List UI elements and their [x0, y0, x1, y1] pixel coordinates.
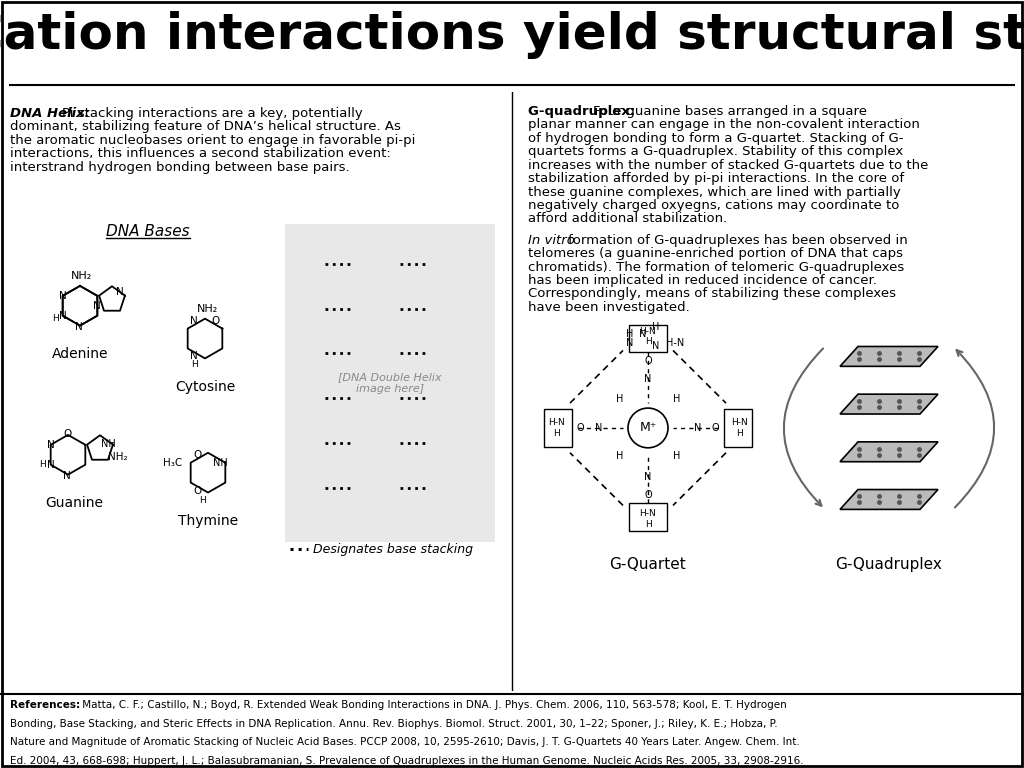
Text: N: N: [190, 316, 198, 326]
Text: O: O: [62, 429, 71, 439]
Text: DNA Bases: DNA Bases: [106, 224, 189, 240]
Text: Pi-Pi/Cation interactions yield structural stability: Pi-Pi/Cation interactions yield structur…: [0, 11, 1024, 59]
Text: planar manner can engage in the non-covalent interaction: planar manner can engage in the non-cova…: [528, 118, 920, 131]
Text: O: O: [193, 485, 201, 495]
Text: dominant, stabilizing feature of DNA’s helical structure. As: dominant, stabilizing feature of DNA’s h…: [10, 121, 400, 134]
Text: interstrand hydrogen bonding between base pairs.: interstrand hydrogen bonding between bas…: [10, 161, 349, 174]
Polygon shape: [840, 442, 938, 462]
Text: NH₂: NH₂: [197, 303, 218, 314]
Text: N: N: [639, 329, 647, 339]
Text: N: N: [47, 460, 55, 470]
Text: N: N: [93, 301, 101, 311]
Text: interactions, this influences a second stabilization event:: interactions, this influences a second s…: [10, 147, 391, 161]
Text: H: H: [615, 452, 623, 462]
Text: H-N
H: H-N H: [640, 509, 656, 529]
Text: H: H: [673, 452, 680, 462]
Text: N: N: [644, 472, 651, 482]
Text: G-Quartet: G-Quartet: [609, 557, 686, 572]
Text: N: N: [47, 440, 55, 450]
Text: Guanine: Guanine: [45, 496, 103, 511]
Text: stabilization afforded by pi-pi interactions. In the core of: stabilization afforded by pi-pi interact…: [528, 172, 904, 185]
Text: N: N: [652, 342, 659, 352]
Text: G-Quadruplex: G-Quadruplex: [836, 557, 942, 572]
Circle shape: [628, 408, 668, 448]
Text: H-N: H-N: [666, 339, 684, 349]
Bar: [544, 409, 572, 447]
Text: H: H: [52, 314, 59, 323]
Text: Bonding, Base Stacking, and Steric Effects in DNA Replication. Annu. Rev. Biophy: Bonding, Base Stacking, and Steric Effec…: [10, 719, 778, 729]
Text: N: N: [63, 471, 71, 481]
Text: M⁺: M⁺: [639, 422, 656, 435]
Text: H-N
H: H-N H: [731, 419, 749, 438]
Polygon shape: [840, 489, 938, 509]
Text: N: N: [644, 374, 651, 384]
Text: Nature and Magnitude of Aromatic Stacking of Nucleic Acid Bases. PCCP 2008, 10, : Nature and Magnitude of Aromatic Stackin…: [10, 737, 800, 747]
Text: H: H: [191, 360, 199, 369]
Text: NH: NH: [100, 439, 116, 449]
Text: H-N
H: H-N H: [548, 419, 564, 438]
Text: NH: NH: [213, 458, 227, 468]
Text: quartets forms a G-quadruplex. Stability of this complex: quartets forms a G-quadruplex. Stability…: [528, 145, 903, 158]
Text: H-N
H: H-N H: [640, 327, 656, 346]
Text: Thymine: Thymine: [178, 515, 238, 528]
Text: O: O: [644, 356, 652, 366]
Bar: [724, 409, 752, 447]
Text: formation of G-quadruplexes has been observed in: formation of G-quadruplexes has been obs…: [568, 233, 907, 247]
Text: H: H: [673, 395, 680, 405]
Text: Correspondingly, means of stabilizing these complexes: Correspondingly, means of stabilizing th…: [528, 287, 896, 300]
Text: H: H: [627, 329, 634, 339]
Text: G-quadruplex:: G-quadruplex:: [528, 105, 640, 118]
Text: N: N: [116, 286, 124, 297]
Bar: [629, 504, 667, 531]
Text: O: O: [193, 450, 201, 460]
Text: H: H: [652, 322, 659, 332]
Text: chromatids). The formation of telomeric G-quadruplexes: chromatids). The formation of telomeric …: [528, 260, 904, 273]
Text: Pi stacking interactions are a key, potentially: Pi stacking interactions are a key, pote…: [62, 107, 362, 120]
Text: N: N: [190, 352, 198, 362]
Text: H: H: [39, 460, 46, 469]
Text: N: N: [694, 423, 701, 433]
Text: Matta, C. F.; Castillo, N.; Boyd, R. Extended Weak Bonding Interactions in DNA. : Matta, C. F.; Castillo, N.; Boyd, R. Ext…: [79, 700, 786, 710]
Text: NH₂: NH₂: [72, 271, 92, 281]
Polygon shape: [840, 394, 938, 414]
Text: N: N: [627, 339, 634, 349]
Text: O: O: [712, 423, 719, 433]
Text: Cytosine: Cytosine: [175, 380, 236, 394]
Text: [DNA Double Helix
image here]: [DNA Double Helix image here]: [338, 372, 441, 394]
Text: these guanine complexes, which are lined with partially: these guanine complexes, which are lined…: [528, 186, 901, 199]
Bar: [629, 325, 667, 353]
Text: increases with the number of stacked G-quartets due to the: increases with the number of stacked G-q…: [528, 159, 929, 172]
Text: H₃C: H₃C: [163, 458, 182, 468]
Text: negatively charged oxyegns, cations may coordinate to: negatively charged oxyegns, cations may …: [528, 199, 899, 212]
Polygon shape: [840, 346, 938, 366]
Text: have been investigated.: have been investigated.: [528, 301, 690, 314]
Text: Adenine: Adenine: [52, 347, 109, 362]
Text: H: H: [615, 395, 623, 405]
Text: N: N: [59, 311, 67, 321]
Text: In vitro: In vitro: [528, 233, 580, 247]
Text: of hydrogen bonding to form a G-quartet. Stacking of G-: of hydrogen bonding to form a G-quartet.…: [528, 132, 903, 145]
Text: N: N: [595, 423, 602, 433]
Text: telomeres (a guanine-enriched portion of DNA that caps: telomeres (a guanine-enriched portion of…: [528, 247, 903, 260]
Text: Designates base stacking: Designates base stacking: [313, 543, 473, 555]
Text: H: H: [199, 496, 206, 505]
Text: Ed. 2004, 43, 668-698; Huppert, J. L.; Balasubramanian, S. Prevalence of Quadrup: Ed. 2004, 43, 668-698; Huppert, J. L.; B…: [10, 756, 804, 766]
Text: O: O: [577, 423, 585, 433]
Text: O: O: [644, 490, 652, 500]
Text: References:: References:: [10, 700, 80, 710]
Text: O: O: [212, 316, 220, 326]
Text: N: N: [75, 322, 83, 332]
Text: DNA Helix:: DNA Helix:: [10, 107, 94, 120]
Text: Four guanine bases arranged in a square: Four guanine bases arranged in a square: [593, 105, 867, 118]
Text: NH₂: NH₂: [108, 452, 127, 462]
Text: the aromatic nucleobases orient to engage in favorable pi-pi: the aromatic nucleobases orient to engag…: [10, 134, 416, 147]
Text: N: N: [59, 291, 67, 301]
Text: afford additional stabilization.: afford additional stabilization.: [528, 213, 727, 225]
Text: has been implicated in reduced incidence of cancer.: has been implicated in reduced incidence…: [528, 274, 877, 287]
Bar: [285, 224, 495, 542]
